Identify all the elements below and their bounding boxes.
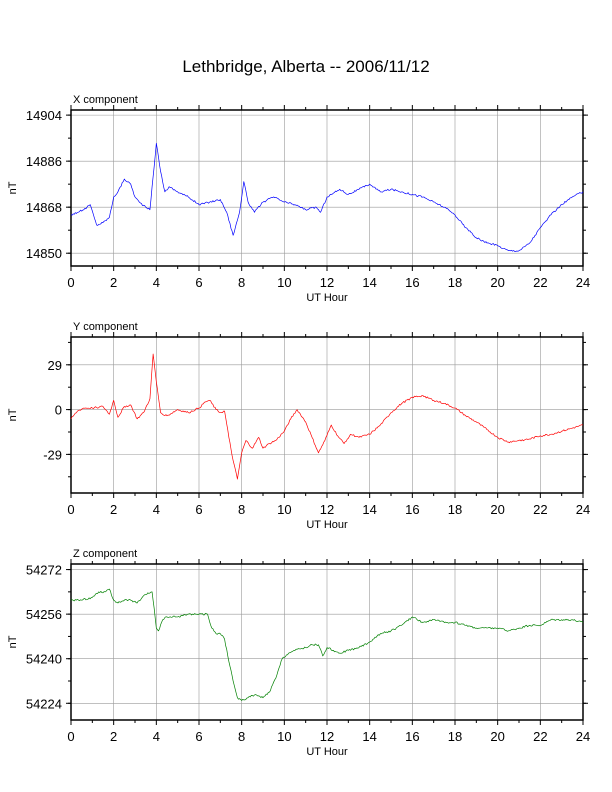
x-axis-label: UT Hour [306, 519, 348, 531]
x-tick-label: 0 [67, 275, 74, 290]
x-tick-label: 18 [448, 275, 462, 290]
x-tick-label: 2 [110, 502, 117, 517]
chart-panel-3: 0 2 4 6 8 10 12 14 16 18 20 22 245422454240542565427… [7, 548, 590, 758]
plot-frame [70, 109, 584, 267]
x-tick-label: 16 [405, 502, 419, 517]
x-tick-label: 0 [67, 502, 74, 517]
x-tick-label: 24 [576, 502, 590, 517]
series-line [70, 588, 584, 701]
x-tick-label: 22 [533, 275, 547, 290]
y-tick-label: 54224 [26, 696, 62, 711]
y-axis-label: nT [7, 635, 19, 648]
x-tick-label: 16 [405, 729, 419, 744]
series-line [70, 353, 584, 480]
x-tick-label: 22 [533, 729, 547, 744]
y-tick-label: 54256 [26, 607, 62, 622]
x-tick-label: 18 [448, 729, 462, 744]
y-tick-label: 54240 [26, 652, 62, 667]
x-tick-label: 14 [362, 729, 376, 744]
panel-title: X component [73, 94, 138, 106]
x-tick-label: 14 [362, 502, 376, 517]
x-tick-label: 4 [153, 729, 160, 744]
y-axis-label: nT [7, 181, 19, 194]
x-tick-label: 8 [238, 502, 245, 517]
x-tick-label: 20 [490, 275, 504, 290]
x-tick-label: 10 [277, 275, 291, 290]
panel-title: Y component [73, 321, 138, 333]
x-tick-label: 14 [362, 275, 376, 290]
series-line [70, 142, 584, 252]
x-tick-label: 4 [153, 502, 160, 517]
page-title: Lethbridge, Alberta -- 2006/11/12 [182, 57, 430, 76]
x-tick-label: 16 [405, 275, 419, 290]
y-axis-label: nT [7, 408, 19, 421]
x-tick-label: 4 [153, 275, 160, 290]
x-tick-label: 8 [238, 729, 245, 744]
x-tick-label: 10 [277, 729, 291, 744]
y-tick-label: 14904 [26, 108, 62, 123]
y-tick-label: 54272 [26, 563, 62, 578]
x-tick-label: 20 [490, 729, 504, 744]
y-tick-label: 29 [48, 358, 62, 373]
x-tick-label: 6 [195, 275, 202, 290]
y-tick-label: 14886 [26, 154, 62, 169]
x-tick-label: 0 [67, 729, 74, 744]
x-tick-label: 2 [110, 275, 117, 290]
x-tick-label: 12 [320, 275, 334, 290]
y-tick-label: 14868 [26, 200, 62, 215]
x-tick-label: 24 [576, 275, 590, 290]
y-tick-label: -29 [43, 447, 62, 462]
x-tick-label: 10 [277, 502, 291, 517]
x-tick-label: 24 [576, 729, 590, 744]
plot-frame [70, 563, 584, 721]
panel-title: Z component [73, 548, 137, 560]
x-tick-label: 12 [320, 729, 334, 744]
plot-frame [70, 336, 584, 494]
y-tick-label: 0 [55, 403, 62, 418]
x-tick-label: 12 [320, 502, 334, 517]
x-tick-label: 20 [490, 502, 504, 517]
chart-panel-1: 0 2 4 6 8 10 12 14 16 18 20 22 241485014868148861490… [7, 94, 590, 304]
x-tick-label: 18 [448, 502, 462, 517]
x-axis-label: UT Hour [306, 746, 348, 758]
y-tick-label: 14850 [26, 246, 62, 261]
x-tick-label: 2 [110, 729, 117, 744]
x-tick-label: 8 [238, 275, 245, 290]
x-tick-label: 22 [533, 502, 547, 517]
x-tick-label: 6 [195, 729, 202, 744]
x-axis-label: UT Hour [306, 292, 348, 304]
x-tick-label: 6 [195, 502, 202, 517]
